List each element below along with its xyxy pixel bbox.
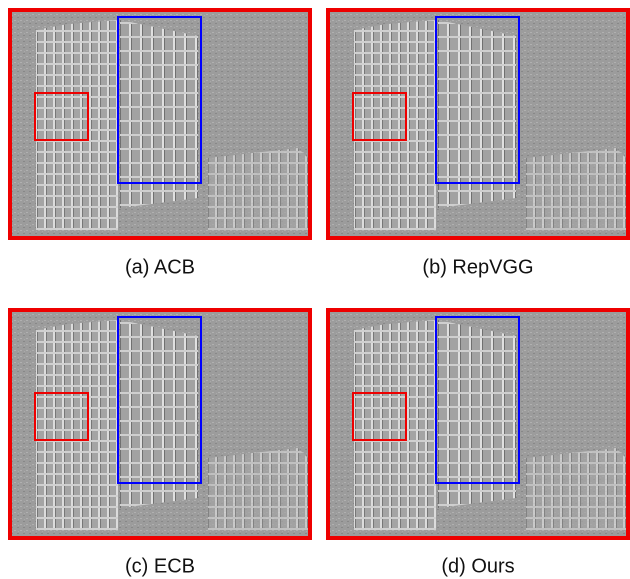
feature-map-c (8, 308, 312, 540)
feature-map-b (326, 8, 630, 240)
caption: (a) ACB (125, 256, 195, 278)
caption: (d) Ours (441, 555, 514, 577)
caption: (c) ECB (125, 555, 195, 577)
figure: (a) ACB (b) RepVGG (c) ECB (d) Ours (0, 0, 630, 579)
feature-map-a (8, 8, 312, 240)
caption: (b) RepVGG (422, 256, 533, 278)
page: (a) ACB (b) RepVGG (c) ECB (d) Ours (() … (0, 0, 630, 579)
feature-map-d (326, 308, 630, 540)
